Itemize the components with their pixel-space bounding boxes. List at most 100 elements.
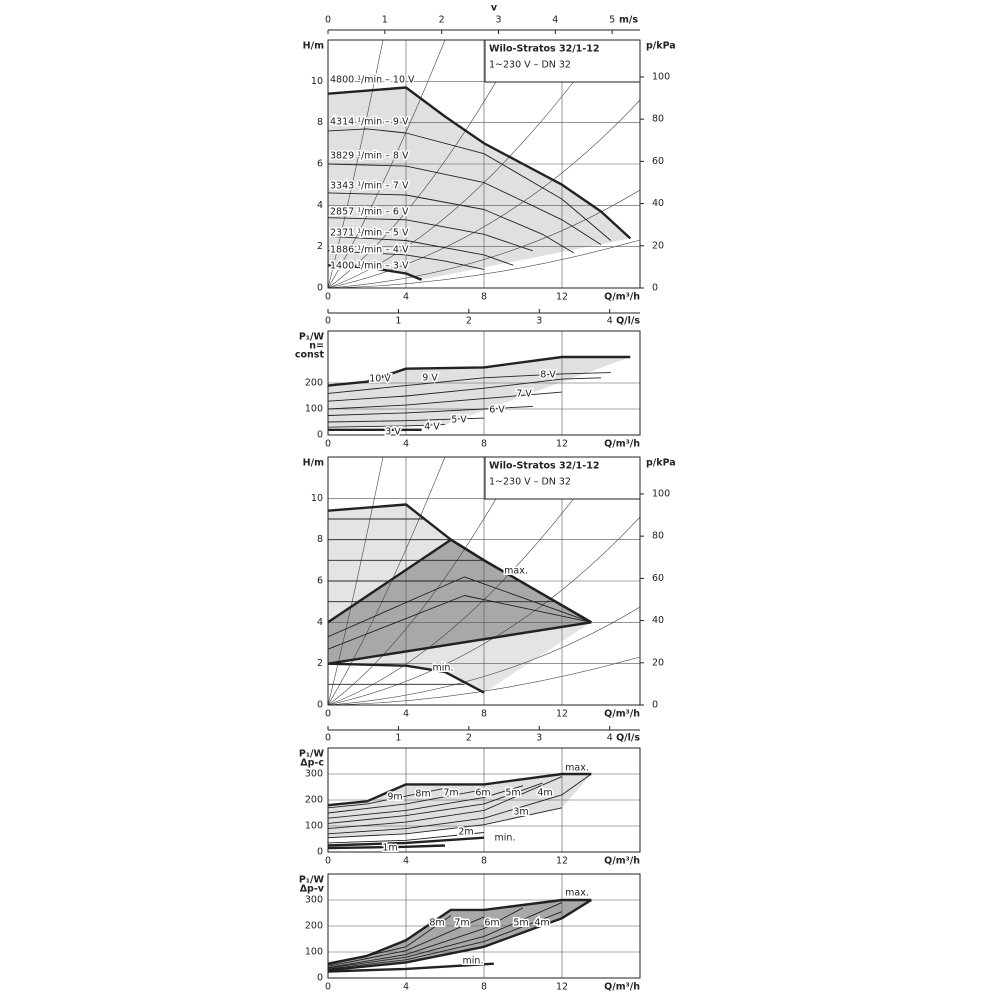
y-tick-label: 100	[305, 821, 323, 832]
x2-tick-label: 3	[495, 15, 501, 26]
curve	[327, 372, 611, 394]
curve	[327, 163, 602, 245]
curve-label: max.	[565, 888, 589, 899]
x-tick-label: 8	[481, 439, 487, 450]
curve	[327, 907, 524, 969]
curve	[327, 662, 485, 694]
y-tick-label: 300	[305, 895, 323, 906]
x-tick-label: 4	[403, 439, 409, 450]
curve	[327, 217, 533, 252]
y2-tick-label: 0	[652, 283, 658, 294]
y2-tick-label: 40	[652, 615, 664, 626]
curve-label: 8 V	[540, 370, 556, 381]
curve-label: 6m	[475, 788, 490, 799]
curve-label: max.	[565, 763, 589, 774]
curve	[327, 355, 631, 387]
curve-label: 6 V	[489, 405, 505, 416]
x-tick-label: 0	[325, 709, 331, 720]
curve-label: 2857 ¹/min – 6 V	[330, 207, 409, 218]
curve-label: 3829 ¹/min – 8 V	[330, 151, 409, 162]
y-axis-label: n=	[309, 341, 324, 352]
curve	[327, 807, 563, 839]
y-tick-label: 0	[317, 430, 323, 441]
y-tick-label: 200	[305, 378, 323, 389]
curve-label: 8m	[429, 918, 444, 929]
y-tick-label: 200	[305, 795, 323, 806]
x2-tick-label: 0	[325, 733, 331, 744]
x2-tick-label: 0	[325, 15, 331, 26]
curve-label: 1886 ¹/min – 4 V	[330, 245, 409, 256]
x2-tick-label: 4	[607, 733, 613, 744]
x-tick-label: 4	[403, 709, 409, 720]
curve	[327, 915, 452, 966]
curve	[327, 832, 485, 844]
y-tick-label: 10	[311, 493, 323, 504]
region	[328, 87, 631, 280]
y-tick-label: 0	[317, 847, 323, 858]
curve-label: 1400 ¹/min – 3 V	[330, 261, 409, 272]
curve-label: 4m	[534, 918, 549, 929]
curve	[327, 787, 446, 809]
curve-label: 7m	[454, 918, 469, 929]
y-tick-label: 300	[305, 769, 323, 780]
curve	[327, 405, 533, 416]
curve-label: 6m	[484, 918, 499, 929]
curve-label: 10 V	[369, 374, 391, 385]
y-axis-label: H/m	[303, 458, 324, 469]
x-axis-label: Q/m³/h	[604, 439, 640, 450]
y2-tick-label: 60	[652, 573, 664, 584]
y-axis-label: P₁/W	[299, 875, 325, 886]
curve	[327, 576, 592, 638]
curve	[327, 916, 485, 967]
curve-label: 9m	[387, 792, 402, 803]
curve	[327, 86, 632, 240]
curve-label: 4314 ¹/min – 9 V	[330, 117, 409, 128]
curve	[327, 250, 485, 270]
x-axis-label: Q/m³/h	[604, 982, 640, 993]
x-tick-label: 12	[556, 856, 568, 867]
y-tick-label: 8	[317, 117, 323, 128]
x-tick-label: 8	[481, 709, 487, 720]
curve-label: 7 V	[516, 389, 532, 400]
x-axis-label: Q/m³/h	[604, 709, 640, 720]
x2-tick-label: 1	[382, 15, 388, 26]
curve-label: 3343 ¹/min – 7 V	[330, 181, 409, 192]
x2-tick-label: 2	[439, 15, 445, 26]
x-tick-label: 0	[325, 856, 331, 867]
curve	[327, 902, 563, 969]
x2-tick-label: 1	[395, 316, 401, 327]
curve-label: 4800 ¹/min – 10 V	[330, 75, 415, 86]
y-tick-label: 2	[317, 658, 323, 669]
x-tick-label: 8	[481, 292, 487, 303]
curve	[327, 391, 563, 410]
y-axis-label: Δp-c	[300, 758, 324, 769]
x2-tick-label: 0	[325, 316, 331, 327]
x2-tick-label: 1	[395, 733, 401, 744]
curve	[327, 773, 592, 835]
curve-label: 8m	[415, 789, 430, 800]
curve	[327, 785, 524, 819]
y2-tick-label: 100	[652, 71, 670, 82]
y-tick-label: 0	[317, 283, 323, 294]
curve-label: max.	[504, 566, 528, 577]
y2-axis-label: p/kPa	[646, 41, 676, 52]
curve	[327, 782, 543, 824]
x-axis-label: Q/m³/h	[604, 292, 640, 303]
x2-tick-label: 3	[536, 316, 542, 327]
system-curves	[327, 39, 641, 289]
curve-label: 4 V	[424, 422, 440, 433]
curve	[327, 844, 446, 850]
y-axis-label: Δp-v	[300, 884, 325, 895]
curve-label: min.	[495, 833, 516, 844]
type-box	[484, 39, 641, 83]
x-tick-label: 12	[556, 292, 568, 303]
x2-tick-label: 2	[466, 733, 472, 744]
curve-label: 2m	[458, 827, 473, 838]
x-tick-label: 8	[481, 856, 487, 867]
y2-tick-label: 80	[652, 114, 664, 125]
y-tick-label: 200	[305, 921, 323, 932]
curve	[327, 264, 423, 281]
type-title: Wilo-Stratos 32/1-12	[489, 44, 599, 55]
